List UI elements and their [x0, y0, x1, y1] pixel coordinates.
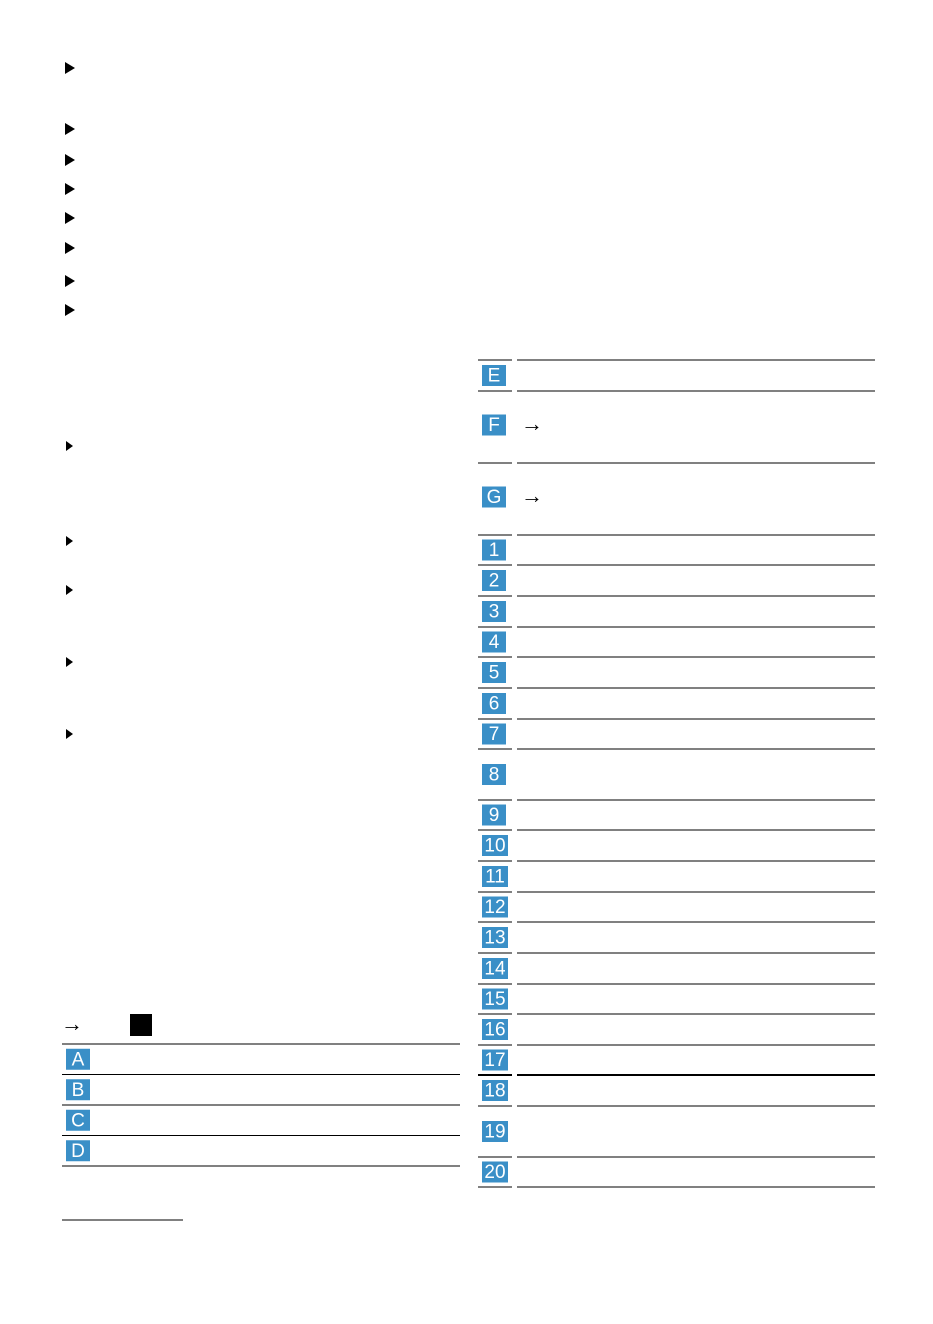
badge-label: G: [487, 487, 502, 508]
badge: [482, 804, 506, 826]
badge-label: 18: [484, 1081, 505, 1102]
bullet: [65, 304, 75, 316]
badge: [482, 958, 508, 979]
arrow: →: [521, 483, 543, 508]
badge-label: 1: [489, 540, 500, 561]
badge-label: 19: [484, 1122, 505, 1143]
badge: [482, 866, 508, 887]
badge-label: F: [488, 415, 500, 436]
badge-label: B: [72, 1080, 85, 1101]
bullet: [65, 154, 75, 166]
badge: [66, 1048, 90, 1070]
bullet: [66, 441, 73, 451]
badge: [482, 1049, 508, 1071]
badge-label: 14: [484, 959, 506, 980]
badge-label: 4: [489, 632, 500, 653]
badge: [482, 631, 506, 653]
badge-label: 8: [489, 765, 500, 786]
bullet: [65, 242, 75, 254]
arrow: →: [61, 1011, 83, 1036]
badge-label: 16: [484, 1020, 505, 1041]
badge: [482, 693, 506, 714]
badge: [482, 927, 508, 948]
bullet: [65, 183, 75, 195]
badge-label: A: [72, 1049, 85, 1070]
badge: [482, 896, 508, 918]
badge-label: 13: [484, 928, 505, 949]
badge-label: 17: [484, 1050, 505, 1071]
badge-label: 7: [489, 724, 500, 745]
bullet: [65, 212, 75, 224]
bullets: [65, 62, 75, 739]
badge-label: 10: [484, 836, 505, 857]
badge: [482, 662, 506, 683]
badge-label: 20: [484, 1162, 505, 1183]
bullet: [65, 123, 75, 135]
bullet: [65, 62, 75, 74]
badge: [482, 365, 506, 386]
bullet: [65, 275, 75, 287]
bullet: [66, 657, 73, 667]
badge-label: 9: [489, 805, 500, 826]
badge: [66, 1109, 90, 1131]
badge: [482, 570, 506, 591]
badge-label: E: [488, 366, 501, 387]
badge-label: 3: [489, 602, 500, 623]
badge-label: 2: [489, 571, 500, 592]
badge: [482, 723, 506, 745]
badge: [482, 1080, 508, 1101]
badge-label: 6: [489, 694, 500, 715]
badge: [482, 601, 506, 622]
badge: [482, 1121, 508, 1142]
bullet: [66, 536, 73, 546]
badge: [66, 1079, 90, 1101]
badge: [482, 764, 506, 785]
badge: [482, 988, 508, 1010]
badge: [482, 486, 506, 508]
badge: [482, 835, 508, 856]
badge-label: 12: [484, 897, 505, 918]
badge-label: D: [71, 1141, 85, 1162]
badge-label: 11: [485, 867, 505, 888]
key-icon: [130, 1014, 152, 1036]
badge-label: C: [71, 1110, 85, 1131]
bullet: [66, 585, 73, 595]
badge: [482, 1019, 508, 1040]
badge: [482, 539, 506, 561]
badge-label: 5: [489, 663, 500, 684]
bullet: [66, 729, 73, 739]
arrow: →: [521, 411, 543, 436]
badge: [482, 1161, 508, 1183]
badge-label: 15: [484, 989, 505, 1010]
badge: [66, 1140, 90, 1162]
badge: [482, 414, 506, 436]
